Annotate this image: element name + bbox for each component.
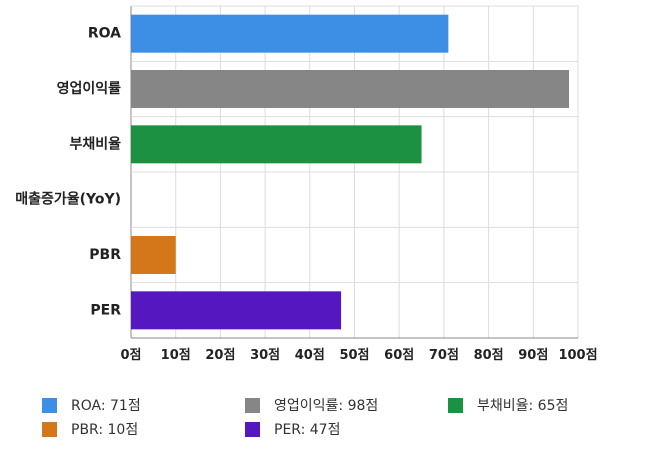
x-tick-label: 50점 [339,348,369,363]
category-label: ROA [88,26,121,42]
x-tick-label: 90점 [518,348,548,363]
bar [131,14,449,53]
x-tick-label: 40점 [295,348,325,363]
x-tick-label: 80점 [474,348,504,363]
category-label: PER [90,302,121,318]
category-label: 매출증가율(YoY) [15,191,121,208]
category-label: 부채비율 [69,135,121,152]
x-tick-label: 10점 [161,348,191,363]
x-tick-labels: 0점 10점 20점 30점 40점 50점 60점 70점 80점 90점 100점 [120,348,597,363]
x-tick-label: 20점 [205,348,235,363]
bar [131,291,342,330]
bar [131,236,176,274]
x-tick-label: 0점 [120,348,141,363]
category-label: PBR [89,247,121,263]
x-tick-label: 100점 [558,348,597,363]
x-tick-label: 70점 [429,348,459,363]
bars [131,14,570,330]
x-tick-label: 30점 [250,348,280,363]
category-label: 영업이익률 [57,80,122,97]
bar [131,70,570,108]
grid-lines [130,5,579,339]
x-tick-label: 60점 [384,348,414,363]
bar [131,125,422,164]
